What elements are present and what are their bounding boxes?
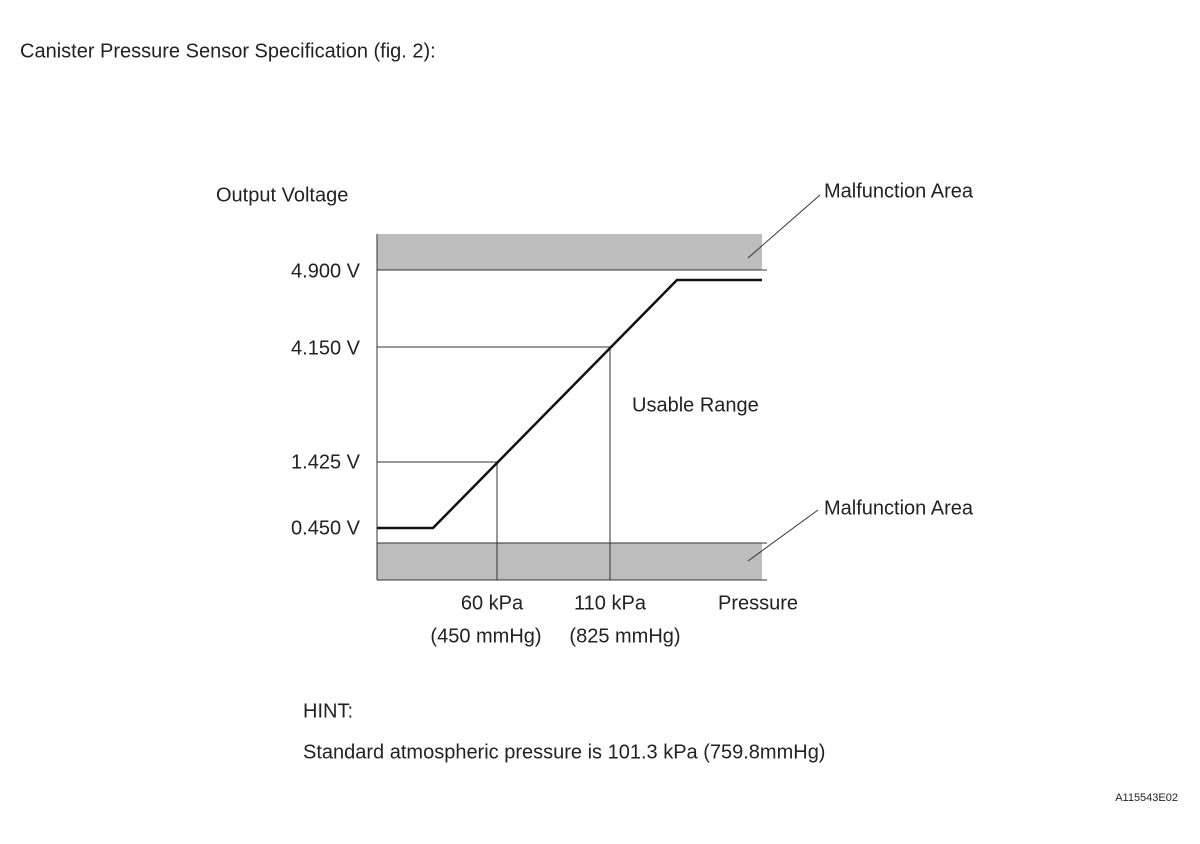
malfunction-label: Malfunction Area: [824, 180, 974, 202]
lower-malfunction-band: [377, 543, 762, 580]
title: Canister Pressure Sensor Specification (…: [20, 40, 436, 62]
y-label: 0.450 V: [291, 517, 361, 539]
y-label: 4.150 V: [291, 337, 361, 359]
x-label-sub: (450 mmHg): [430, 625, 541, 647]
y-label: 1.425 V: [291, 451, 361, 473]
x-label: 110 kPa: [574, 592, 647, 614]
x-label-sub: (825 mmHg): [569, 625, 680, 647]
y-axis-label: Output Voltage: [216, 184, 348, 206]
y-label: 4.900 V: [291, 260, 361, 282]
leader-line: [747, 194, 821, 259]
figure-id: A115543E02: [1115, 792, 1178, 804]
hint-text: Standard atmospheric pressure is 101.3 k…: [303, 741, 825, 763]
usable-range-label: Usable Range: [632, 394, 759, 416]
malfunction-label: Malfunction Area: [824, 497, 974, 519]
leader-line: [747, 509, 819, 562]
x-axis-label: Pressure: [718, 592, 798, 614]
hint-label: HINT:: [303, 700, 353, 722]
upper-malfunction-band: [377, 234, 762, 270]
x-label: 60 kPa: [461, 592, 524, 614]
output-curve: [377, 278, 762, 530]
